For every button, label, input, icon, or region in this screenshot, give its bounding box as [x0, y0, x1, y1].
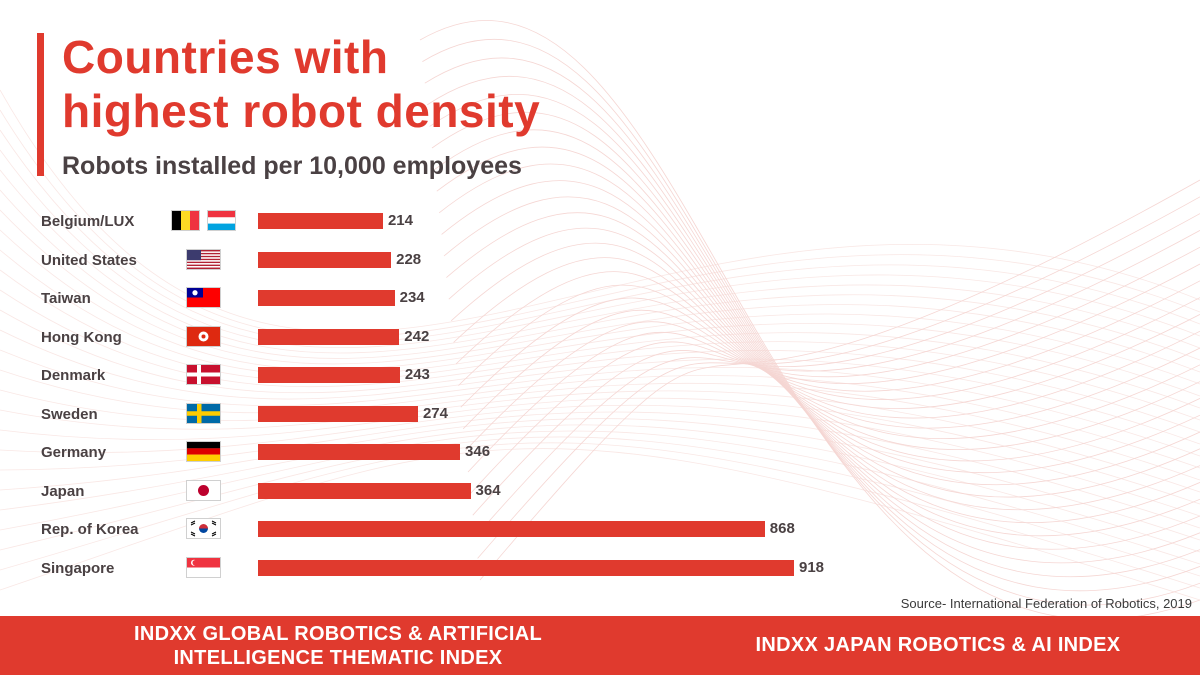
chart-row: Germany 346	[0, 437, 1200, 467]
chart-row: Belgium/LUX 214	[0, 206, 1200, 236]
title-line-1: Countries with	[62, 31, 389, 83]
title-accent-bar	[37, 33, 44, 176]
chart-row: Denmark 243	[0, 360, 1200, 390]
bar	[258, 367, 400, 383]
footer-index-global: INDXX GLOBAL ROBOTICS & ARTIFICIAL INTEL…	[0, 622, 676, 670]
flag-group	[186, 248, 221, 270]
flag-group	[186, 556, 221, 578]
data-label: 274	[422, 404, 448, 422]
flag-hong-kong-icon	[186, 325, 221, 347]
data-label: 868	[769, 520, 795, 537]
bar	[258, 521, 765, 537]
data-label: 364	[475, 481, 501, 499]
background-mesh-pattern	[0, 20, 1200, 616]
chart-row: Sweden 274	[0, 399, 1200, 429]
chart-row: Singapore 918	[0, 553, 1200, 583]
bar	[258, 482, 471, 499]
flag-luxembourg-icon	[207, 210, 236, 231]
data-label: 918	[799, 558, 825, 576]
category-label: Hong Kong	[41, 328, 122, 346]
flag-united-states-icon	[186, 248, 221, 270]
flag-taiwan-icon	[186, 287, 221, 308]
flag-group	[186, 518, 221, 539]
bar	[258, 328, 400, 345]
title-line-2: highest robot density	[62, 85, 541, 137]
flag-japan-icon	[186, 479, 221, 501]
flag-group	[186, 402, 221, 424]
category-label: Japan	[41, 482, 85, 500]
flag-belgium-icon	[171, 210, 200, 231]
category-label: Germany	[41, 444, 107, 461]
flag-denmark-icon	[186, 364, 221, 385]
flag-group	[186, 364, 221, 385]
bar	[258, 559, 794, 576]
bar	[258, 444, 461, 460]
bar	[258, 290, 395, 306]
chart-subtitle: Robots installed per 10,000 employees	[62, 152, 522, 180]
footer-index-global-line-2: INTELLIGENCE THEMATIC INDEX	[173, 646, 503, 669]
flag-group	[186, 441, 221, 462]
chart-row: United States 228	[0, 245, 1200, 275]
bar	[258, 251, 392, 268]
chart-row: Japan 364	[0, 476, 1200, 506]
flag-singapore-icon	[186, 556, 221, 578]
flag-germany-icon	[186, 441, 221, 462]
category-label: Rep. of Korea	[41, 521, 139, 538]
footer-index-global-line-1: INDXX GLOBAL ROBOTICS & ARTIFICIAL	[134, 622, 542, 645]
data-label: 243	[404, 366, 430, 383]
footer-index-japan: INDXX JAPAN ROBOTICS & AI INDEX	[755, 634, 1121, 656]
chart-row: Hong Kong 242	[0, 322, 1200, 352]
flag-south-korea-icon	[186, 518, 221, 539]
flag-group	[186, 325, 221, 347]
data-label: 234	[399, 289, 425, 306]
category-label: Sweden	[41, 405, 98, 423]
flag-group	[171, 210, 236, 231]
bar	[258, 405, 418, 422]
flag-group	[186, 287, 221, 308]
source-note: Source- International Federation of Robo…	[900, 596, 1192, 611]
category-label: Belgium/LUX	[41, 213, 135, 230]
category-label: United States	[41, 251, 137, 269]
footer-banner: INDXX GLOBAL ROBOTICS & ARTIFICIAL INTEL…	[0, 616, 1200, 675]
data-label: 346	[465, 443, 491, 460]
flag-sweden-icon	[186, 402, 221, 424]
data-label: 242	[404, 327, 430, 345]
category-label: Taiwan	[41, 290, 91, 307]
chart-row: Taiwan 234	[0, 283, 1200, 313]
chart-row: Rep. of Korea 868	[0, 514, 1200, 544]
flag-group	[186, 479, 221, 501]
bar-chart: Belgium/LUX 214 United States 228 Taiwan 234 H…	[0, 196, 1200, 596]
category-label: Singapore	[41, 559, 115, 577]
page-title: Countries with highest robot density	[62, 30, 540, 138]
bar	[258, 213, 383, 229]
data-label: 228	[396, 250, 422, 268]
category-label: Denmark	[41, 367, 106, 384]
data-label: 214	[387, 212, 413, 229]
